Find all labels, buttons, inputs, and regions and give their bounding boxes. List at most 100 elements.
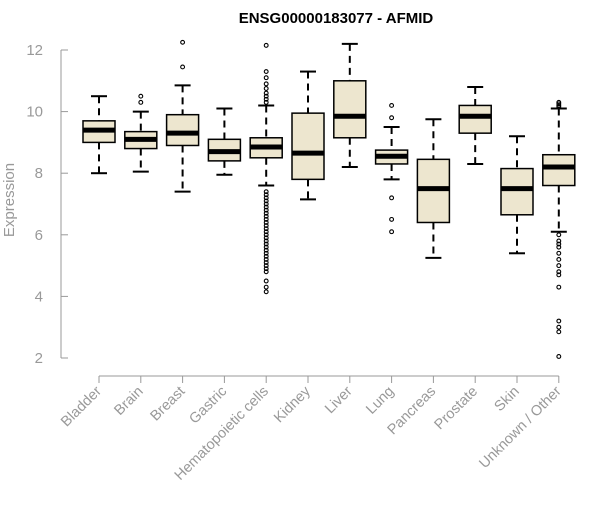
outlier-point xyxy=(263,220,269,225)
boxes-group xyxy=(82,39,576,359)
outlier-point xyxy=(263,96,269,102)
outlier-point xyxy=(263,289,269,295)
box-brain xyxy=(124,93,158,173)
outlier-point xyxy=(556,244,562,250)
y-tick-label: 4 xyxy=(35,288,43,305)
outlier-point xyxy=(263,278,269,284)
x-tick-label: Bladder xyxy=(58,383,105,430)
y-axis: 2 4 6 8 10 12 xyxy=(26,42,68,367)
x-tick-label: Skin xyxy=(492,384,523,415)
box-bladder xyxy=(82,95,116,175)
outlier-point xyxy=(263,213,269,219)
outlier-point xyxy=(263,201,269,207)
outlier-point xyxy=(263,42,269,48)
outlier-point xyxy=(263,195,269,201)
outlier-point xyxy=(263,232,269,238)
outlier-point xyxy=(389,102,395,108)
y-tick-label: 8 xyxy=(35,165,43,182)
outlier-point xyxy=(263,207,269,213)
outlier-point xyxy=(556,256,562,262)
box-iqr xyxy=(500,167,534,216)
outlier-point xyxy=(389,216,395,222)
box-lung xyxy=(374,102,409,235)
outlier-point xyxy=(138,93,144,99)
outlier-point xyxy=(263,284,269,290)
outlier-point xyxy=(263,241,269,247)
outlier-point xyxy=(556,263,562,269)
box-iqr xyxy=(333,80,367,139)
outlier-point xyxy=(556,232,562,238)
outlier-point xyxy=(556,318,562,324)
outlier-point xyxy=(556,269,562,275)
outlier-point xyxy=(556,354,562,359)
outlier-point xyxy=(263,235,269,241)
box-unknown-other xyxy=(542,99,576,359)
outlier-point xyxy=(263,244,269,250)
box-pancreas xyxy=(416,118,451,259)
outlier-point xyxy=(556,104,562,110)
x-tick-label: Breast xyxy=(147,384,188,425)
x-tick-label: Liver xyxy=(322,383,356,417)
box-breast xyxy=(165,39,200,193)
y-tick-label: 6 xyxy=(35,227,43,244)
outlier-point xyxy=(263,75,269,81)
outlier-point xyxy=(263,250,269,256)
box-iqr xyxy=(458,104,492,134)
outlier-point xyxy=(263,256,269,262)
x-tick-label: Kidney xyxy=(271,383,314,426)
outlier-point xyxy=(263,204,269,210)
outlier-point xyxy=(556,241,562,247)
outlier-point xyxy=(263,93,269,99)
box-iqr xyxy=(542,153,576,187)
box-prostate xyxy=(458,85,492,165)
y-axis-label: Expression xyxy=(1,163,18,237)
outlier-point xyxy=(263,90,269,96)
outlier-point xyxy=(389,195,395,201)
outlier-point xyxy=(556,272,562,278)
x-tick-label: Lung xyxy=(363,384,397,418)
outlier-point xyxy=(263,189,269,195)
y-tick-label: 12 xyxy=(26,42,43,59)
outlier-point xyxy=(263,198,269,204)
outlier-point xyxy=(263,192,269,198)
outlier-point xyxy=(180,39,186,45)
outlier-point xyxy=(389,115,395,121)
outlier-point xyxy=(556,324,562,330)
outlier-point xyxy=(263,69,269,75)
outlier-point xyxy=(263,210,269,216)
outlier-point xyxy=(263,260,269,265)
y-tick-label: 10 xyxy=(26,104,43,121)
x-tick-label: Prostate xyxy=(432,384,481,433)
box-iqr xyxy=(165,113,200,147)
y-tick-label: 2 xyxy=(35,350,43,367)
box-gastric xyxy=(207,107,242,176)
outlier-point xyxy=(263,226,269,232)
chart-title: ENSG00000183077 - AFMID xyxy=(239,10,434,27)
outlier-point xyxy=(263,86,269,91)
box-kidney xyxy=(291,70,325,201)
outlier-point xyxy=(263,223,269,229)
outlier-point xyxy=(263,247,269,253)
outlier-point xyxy=(556,329,562,335)
outlier-point xyxy=(138,99,144,105)
outlier-point xyxy=(263,81,269,87)
box-liver xyxy=(333,42,367,169)
outlier-point xyxy=(556,284,562,290)
outlier-point xyxy=(263,229,269,235)
box-skin xyxy=(500,135,534,255)
outlier-point xyxy=(556,250,562,256)
box-iqr xyxy=(291,112,325,181)
outlier-point xyxy=(556,238,562,244)
outlier-point xyxy=(263,99,269,105)
outlier-point xyxy=(263,263,269,269)
x-tick-label: Brain xyxy=(111,384,146,419)
box-hematopoietic-cells xyxy=(249,42,283,295)
outlier-point xyxy=(263,216,269,222)
outlier-point xyxy=(263,253,269,259)
outlier-point xyxy=(180,64,186,70)
outlier-point xyxy=(389,229,395,235)
outlier-point xyxy=(263,269,269,275)
